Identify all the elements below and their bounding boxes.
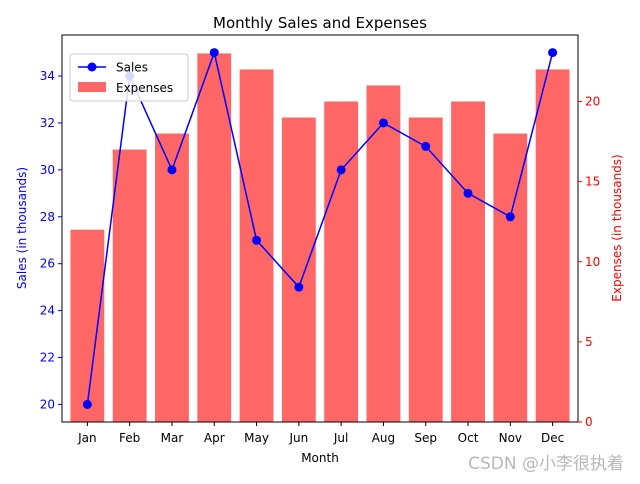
- y-right-tick-label: 20: [585, 95, 600, 109]
- sales-point-aug: [378, 118, 388, 128]
- expenses-bar-jul: [324, 101, 359, 422]
- sales-point-jan: [82, 399, 92, 409]
- y-right-tick-label: 0: [585, 415, 593, 429]
- sales-point-sep: [421, 141, 431, 151]
- x-tick-label: Oct: [458, 431, 479, 445]
- legend: Sales Expenses: [69, 53, 189, 102]
- x-tick-label: Jan: [77, 431, 97, 445]
- y-axis-left: 20 22 24 26 28 30 32 34: [40, 69, 62, 411]
- legend-expenses-swatch: [78, 82, 106, 92]
- y-left-tick-label: 26: [40, 257, 55, 271]
- expenses-bar-jan: [70, 229, 105, 422]
- watermark: CSDN @小李很执着: [468, 454, 624, 474]
- x-tick-label: Aug: [372, 431, 395, 445]
- y-axis-right: 0 5 10 15 20: [578, 95, 600, 429]
- x-tick-label: Apr: [204, 431, 225, 445]
- y-left-tick-label: 24: [40, 304, 55, 318]
- y-left-tick-label: 20: [40, 397, 55, 411]
- expenses-bar-nov: [493, 133, 528, 423]
- y-left-tick-label: 34: [40, 69, 55, 83]
- chart-title: Monthly Sales and Expenses: [213, 14, 427, 32]
- sales-point-may: [252, 235, 262, 245]
- x-tick-label: Feb: [119, 431, 140, 445]
- x-axis: Jan Feb Mar Apr May Jun Jul Aug Sep Oct Nov Dec: [77, 422, 564, 445]
- sales-point-apr: [209, 48, 219, 58]
- y-right-tick-label: 15: [585, 175, 600, 189]
- expenses-bar-oct: [451, 101, 485, 422]
- sales-point-jun: [294, 282, 304, 292]
- x-tick-label: Mar: [161, 431, 184, 445]
- x-tick-label: Jun: [288, 431, 308, 445]
- y-right-tick-label: 5: [585, 335, 593, 349]
- expenses-bar-apr: [197, 53, 232, 423]
- y-left-tick-label: 32: [40, 116, 55, 130]
- y-right-tick-label: 10: [585, 255, 600, 269]
- y-axis-right-label: Expenses (in thousands): [610, 154, 624, 301]
- expenses-bar-feb: [112, 149, 147, 422]
- legend-sales-marker: [87, 62, 97, 72]
- legend-expenses-label: Expenses: [116, 81, 173, 95]
- expenses-bar-sep: [408, 117, 443, 422]
- sales-point-nov: [505, 212, 515, 222]
- expenses-bar-mar: [155, 133, 189, 423]
- x-tick-label: Dec: [541, 431, 564, 445]
- sales-point-mar: [167, 165, 177, 175]
- y-left-tick-label: 30: [40, 163, 55, 177]
- sales-point-dec: [548, 48, 558, 58]
- expenses-bar-dec: [535, 69, 570, 422]
- y-axis-left-label: Sales (in thousands): [15, 167, 29, 289]
- expenses-bar-jun: [281, 117, 316, 422]
- x-axis-label: Month: [301, 451, 339, 465]
- sales-point-jul: [336, 165, 346, 175]
- y-left-tick-label: 22: [40, 351, 55, 365]
- x-tick-label: May: [244, 431, 269, 445]
- sales-line: [86, 49, 554, 405]
- plot-frame: [61, 34, 579, 423]
- y-left-tick-label: 28: [40, 210, 55, 224]
- legend-sales-label: Sales: [116, 61, 148, 75]
- x-tick-label: Jul: [333, 431, 348, 445]
- expenses-bar-may: [239, 69, 274, 422]
- expenses-bar-aug: [366, 85, 401, 422]
- x-tick-label: Sep: [414, 431, 437, 445]
- sales-point-oct: [463, 188, 473, 198]
- x-tick-label: Nov: [499, 431, 522, 445]
- expenses-bars: [70, 53, 570, 423]
- sales-line-series: [82, 48, 558, 409]
